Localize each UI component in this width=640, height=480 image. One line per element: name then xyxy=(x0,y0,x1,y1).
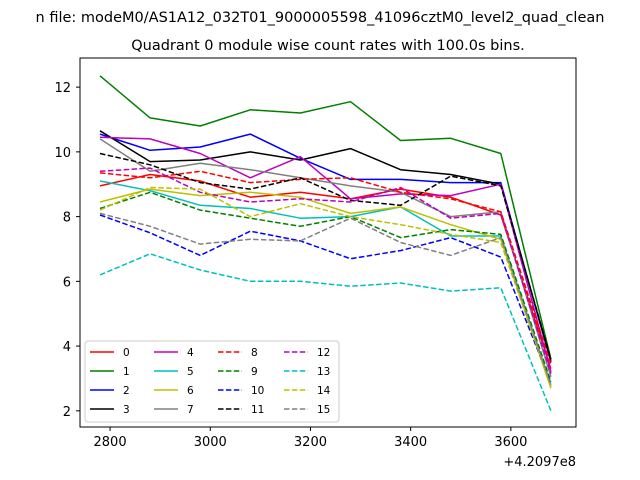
legend-label-0: 0 xyxy=(123,347,130,359)
legend-label-12: 12 xyxy=(317,347,330,359)
series-line-7 xyxy=(99,138,552,378)
legend-label-1: 1 xyxy=(123,366,130,378)
series-line-3 xyxy=(99,130,552,361)
y-tick-label: 12 xyxy=(54,81,71,96)
y-tick-label: 8 xyxy=(63,211,71,226)
plot-frame xyxy=(79,57,577,428)
x-offset-label: +4.2097e8 xyxy=(503,455,576,470)
figure-title: n file: modeM0/AS1A12_032T01_9000005598_… xyxy=(36,10,605,26)
series-line-2 xyxy=(99,133,552,363)
y-tick-label: 4 xyxy=(63,340,71,355)
legend-label-8: 8 xyxy=(251,347,258,359)
x-tick-label: 3200 xyxy=(294,435,327,450)
legend-label-7: 7 xyxy=(187,404,194,416)
series-line-11 xyxy=(99,152,552,360)
x-tick-label: 2800 xyxy=(94,435,127,450)
legend-label-2: 2 xyxy=(123,385,130,397)
chart-title: Quadrant 0 module wise count rates with … xyxy=(131,38,525,54)
y-tick-label: 2 xyxy=(63,405,71,420)
series-line-13 xyxy=(99,253,552,412)
legend-label-4: 4 xyxy=(187,347,194,359)
legend-label-3: 3 xyxy=(123,404,130,416)
series-line-0 xyxy=(99,173,552,369)
legend-label-14: 14 xyxy=(317,385,331,397)
legend-label-10: 10 xyxy=(251,385,264,397)
y-tick-label: 10 xyxy=(54,146,71,161)
legend-label-9: 9 xyxy=(251,366,258,378)
legend-label-13: 13 xyxy=(317,366,330,378)
y-tick-label: 6 xyxy=(63,275,71,290)
series-line-1 xyxy=(99,75,552,360)
x-tick-label: 3400 xyxy=(394,435,427,450)
y-axis: 2 4 6 8 10 12 xyxy=(54,81,80,420)
legend-label-6: 6 xyxy=(187,385,194,397)
legend-label-11: 11 xyxy=(251,404,264,416)
plot-area xyxy=(99,75,552,412)
series-line-14 xyxy=(99,186,552,387)
legend-label-5: 5 xyxy=(187,366,194,378)
series-line-10 xyxy=(99,214,552,384)
x-tick-label: 3600 xyxy=(494,435,527,450)
series-line-8 xyxy=(99,170,552,365)
series-line-15 xyxy=(99,212,552,386)
x-axis: 2800 3000 3200 3400 3600 xyxy=(94,427,527,450)
legend-label-15: 15 xyxy=(317,404,330,416)
series-line-5 xyxy=(99,180,552,386)
series-line-12 xyxy=(99,167,552,374)
series-line-4 xyxy=(99,136,552,373)
legend-box xyxy=(84,340,340,423)
series-line-9 xyxy=(99,191,552,382)
x-tick-label: 3000 xyxy=(194,435,227,450)
